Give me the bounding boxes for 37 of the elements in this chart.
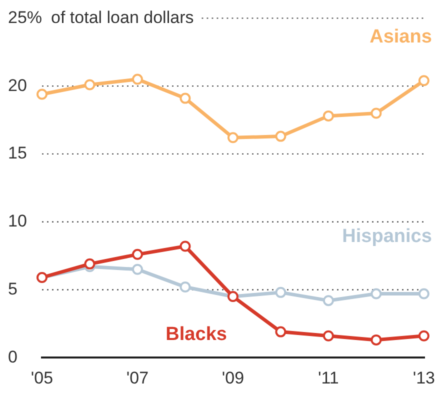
y-axis-title: of total loan dollars <box>51 8 194 27</box>
point <box>227 132 238 144</box>
point <box>322 330 334 342</box>
point <box>36 88 48 100</box>
x-tick-label: '11 <box>318 368 339 388</box>
point <box>418 75 430 86</box>
point <box>370 108 382 119</box>
x-tick-label: '13 <box>412 368 435 388</box>
y-tick-label: 10 <box>8 212 27 231</box>
x-tick-label: '09 <box>222 368 244 388</box>
y-tick-label: 20 <box>8 76 27 95</box>
point <box>132 264 143 275</box>
point <box>418 330 430 342</box>
point <box>84 79 96 90</box>
point <box>418 288 430 300</box>
y-tick-label: 0 <box>8 347 18 366</box>
point <box>84 258 96 270</box>
series-label: Asians <box>370 26 432 48</box>
point <box>275 286 286 298</box>
series-label: Blacks <box>166 324 227 345</box>
y-tick-label: 15 <box>8 144 27 163</box>
point <box>322 110 334 122</box>
y-tick-label: 25% <box>8 8 42 27</box>
point <box>180 240 191 252</box>
point <box>132 74 143 85</box>
point <box>322 295 334 306</box>
point <box>275 326 286 338</box>
y-tick-label: 5 <box>8 279 18 298</box>
text: Hispanics <box>342 226 432 248</box>
point <box>370 334 382 346</box>
point <box>275 130 286 142</box>
point <box>180 282 191 293</box>
point <box>180 92 191 104</box>
point <box>370 288 382 300</box>
point <box>132 248 143 260</box>
x-tick-label: '05 <box>30 368 54 388</box>
x-tick-label: '07 <box>126 368 149 388</box>
